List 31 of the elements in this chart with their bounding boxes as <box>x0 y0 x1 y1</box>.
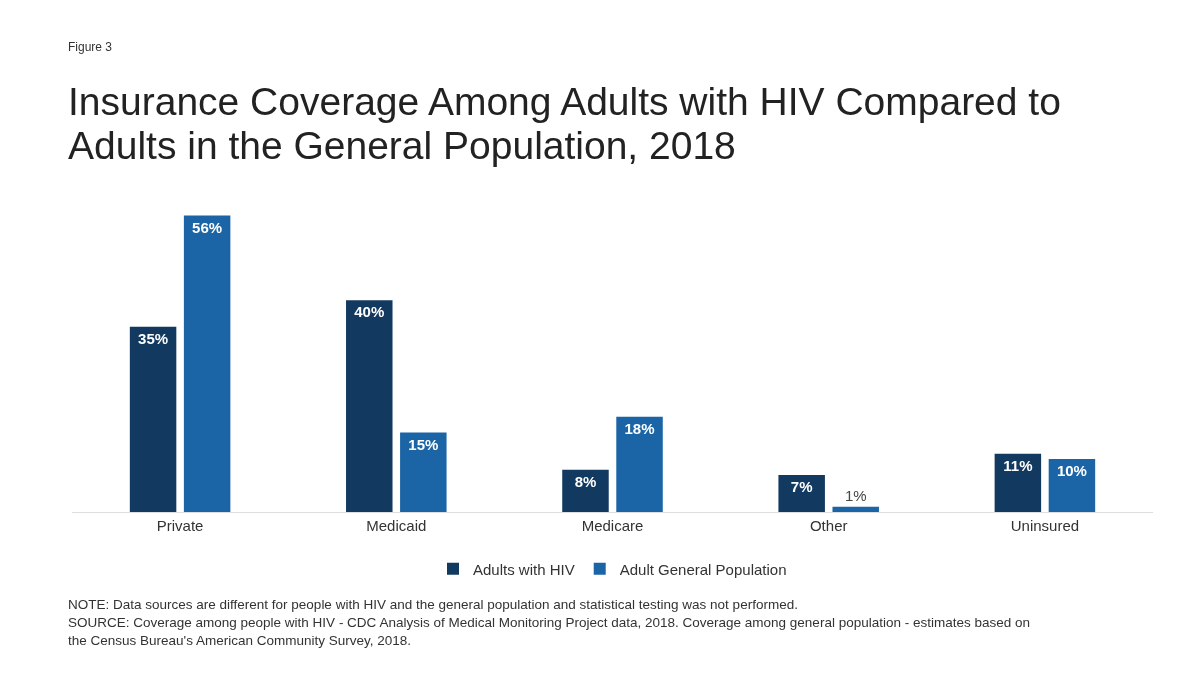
bar <box>994 453 1042 512</box>
bar <box>1048 459 1096 512</box>
x-tick-label: Medicaid <box>366 517 427 534</box>
legend-label: Adult General Population <box>619 560 787 578</box>
x-tick-label: Medicare <box>581 517 644 534</box>
bar <box>562 469 609 512</box>
data-label: 7% <box>790 477 813 495</box>
data-label: 56% <box>192 218 223 236</box>
x-tick-label: Uninsured <box>1010 517 1080 534</box>
source-note: SOURCE: Coverage among people with HIV - CDC Analysis of Medical Monitoring Project data, 2018. Coverage among general population - estimates based on the Census Bureau's American Community Survey, 2018. <box>68 614 1031 650</box>
bar <box>778 474 825 512</box>
bar <box>129 326 177 512</box>
data-label: 1% <box>844 486 867 504</box>
data-label: 18% <box>624 419 655 437</box>
text: NOTE: Data sources are different for people with HIV and the general population and statistical testing was not performed. <box>68 596 799 614</box>
data-label: 35% <box>138 329 169 347</box>
bar <box>400 432 447 512</box>
chart-subtitle: Figure 3 <box>68 40 113 54</box>
chart-title: Insurance Coverage Among Adults with HIV Compared to Adults in the General Population, 2018 <box>68 80 1062 168</box>
x-tick-label: Private <box>156 517 204 534</box>
data-label: 8% <box>574 472 597 490</box>
data-label: 10% <box>1056 462 1087 480</box>
legend-label: Adults with HIV <box>473 560 575 578</box>
x-tick-label: Other <box>809 517 848 534</box>
data-label: 15% <box>408 435 439 453</box>
bar <box>832 506 879 512</box>
bar <box>616 416 663 512</box>
bar <box>183 215 231 512</box>
bar <box>346 300 393 512</box>
data-label: 11% <box>1003 456 1033 474</box>
data-label: 40% <box>354 303 385 321</box>
